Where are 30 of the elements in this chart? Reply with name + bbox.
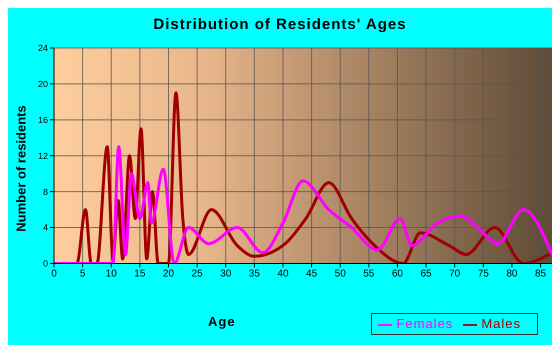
y-tick-label: 16 [38, 115, 48, 126]
x-tick-label: 70 [449, 268, 461, 280]
x-tick-label: 35 [248, 268, 260, 280]
y-tick-label: 0 [42, 258, 48, 269]
x-tick-label: 65 [420, 268, 432, 280]
x-tick-label: 50 [334, 268, 346, 280]
x-tick-label: 30 [220, 268, 232, 280]
x-tick-label: 80 [506, 268, 518, 280]
y-tick-label: 4 [42, 222, 48, 233]
legend-label: Males [481, 316, 521, 332]
x-tick-label: 60 [392, 268, 404, 280]
x-tick-label: 75 [478, 268, 490, 280]
chart-title: Distribution of Residents' Ages [152, 16, 408, 33]
y-tick-label: 24 [38, 43, 48, 54]
x-tick-label: 10 [106, 268, 118, 280]
x-tick-label: 45 [306, 268, 318, 280]
x-tick-label: 25 [192, 268, 204, 280]
y-tick-label: 12 [38, 150, 48, 161]
y-tick-label: 8 [42, 186, 48, 197]
x-tick-label: 5 [80, 268, 86, 280]
x-tick-label: 55 [363, 268, 375, 280]
x-tick-label: 85 [534, 268, 547, 280]
x-axis-title: Age [208, 314, 236, 329]
x-tick-label: 0 [51, 268, 58, 280]
y-axis-title: Number of residents [14, 104, 29, 232]
x-tick-label: 20 [162, 268, 174, 280]
x-tick-label: 15 [134, 268, 146, 280]
legend-label: Females [396, 316, 454, 332]
x-tick-label: 40 [277, 268, 289, 280]
y-tick-label: 20 [38, 79, 48, 90]
